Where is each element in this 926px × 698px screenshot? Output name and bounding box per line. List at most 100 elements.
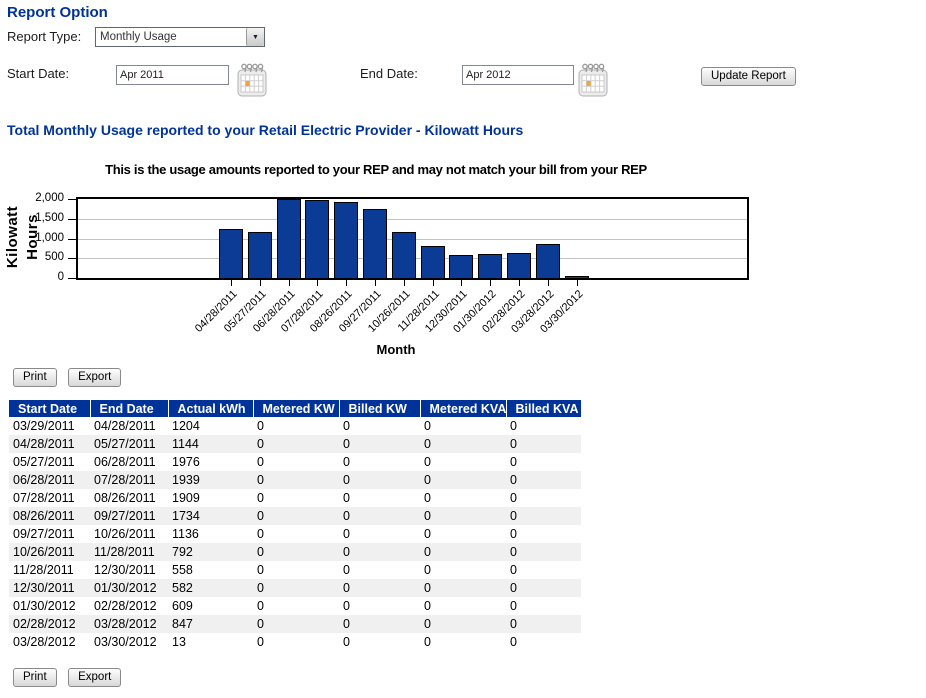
table-toolbar: Print Export (13, 667, 122, 687)
table-cell: 0 (424, 599, 431, 613)
table-cell: 0 (257, 563, 264, 577)
table-cell: 0 (424, 527, 431, 541)
table-cell: 0 (510, 455, 517, 469)
table-cell: 10/26/2011 (13, 545, 75, 559)
chart-toolbar: Print Export (13, 367, 122, 387)
table-cell: 0 (510, 599, 517, 613)
report-type-select[interactable]: Monthly Usage ▼ (95, 27, 265, 47)
y-tick (68, 258, 76, 259)
table-cell: 05/27/2011 (13, 455, 75, 469)
table-row: 10/26/2011 11/28/2011 792 0 0 0 0 (9, 543, 581, 561)
table-cell: 02/28/2012 (13, 617, 76, 631)
usage-table-body: 03/29/2011 04/28/2011 1204 0 0 0 0 04/28/2011 05… (9, 417, 581, 651)
table-cell: 13 (172, 635, 186, 649)
table-cell: 1976 (172, 455, 200, 469)
table-cell: 0 (510, 545, 517, 559)
bar (392, 232, 416, 278)
column-header: Billed KW (339, 400, 421, 417)
x-tick (260, 280, 261, 286)
table-cell: 03/28/2012 (13, 635, 76, 649)
y-tick (68, 239, 76, 240)
table-cell: 07/28/2011 (13, 491, 75, 505)
x-tick (375, 280, 376, 286)
table-cell: 0 (257, 437, 264, 451)
table-cell: 0 (424, 437, 431, 451)
column-header: Billed KVA (506, 400, 582, 417)
x-tick (577, 280, 578, 286)
print-button[interactable]: Print (13, 668, 57, 687)
table-cell: 0 (343, 491, 350, 505)
table-cell: 0 (424, 563, 431, 577)
column-header: Actual kWh (168, 400, 254, 417)
table-cell: 0 (510, 527, 517, 541)
y-tick (68, 199, 76, 200)
start-date-calendar-icon[interactable] (237, 62, 267, 103)
export-button[interactable]: Export (68, 668, 122, 687)
table-row: 08/26/2011 09/27/2011 1734 0 0 0 0 (9, 507, 581, 525)
table-cell: 0 (257, 419, 264, 433)
bar (363, 209, 387, 278)
table-cell: 0 (257, 455, 264, 469)
column-header: Metered KW (253, 400, 340, 417)
end-date-input[interactable] (462, 65, 574, 85)
table-cell: 0 (510, 563, 517, 577)
x-tick (548, 280, 549, 286)
bar (478, 254, 502, 278)
report-type-selected-value: Monthly Usage (100, 31, 177, 43)
x-tick (519, 280, 520, 286)
table-cell: 04/28/2011 (94, 419, 156, 433)
usage-table: Start Date End Date Actual kWh Metered KW Bi… (9, 400, 582, 651)
y-tick (68, 219, 76, 220)
bar (219, 229, 243, 278)
export-button[interactable]: Export (68, 368, 122, 387)
table-row: 02/28/2012 03/28/2012 847 0 0 0 0 (9, 615, 581, 633)
y-axis-tick-label: 0 (57, 271, 64, 283)
table-cell: 0 (343, 509, 350, 523)
start-date-input[interactable] (116, 65, 229, 85)
bar (536, 244, 560, 278)
y-axis-tick-label: 1,000 (35, 232, 64, 244)
table-cell: 0 (257, 545, 264, 559)
table-cell: 0 (257, 581, 264, 595)
table-row: 06/28/2011 07/28/2011 1939 0 0 0 0 (9, 471, 581, 489)
table-cell: 07/28/2011 (94, 473, 156, 487)
y-axis-tick-label: 500 (44, 251, 64, 263)
chart-title: This is the usage amounts reported to yo… (105, 162, 647, 177)
table-cell: 12/30/2011 (94, 563, 156, 577)
table-cell: 0 (257, 599, 264, 613)
table-cell: 0 (343, 473, 350, 487)
print-button[interactable]: Print (13, 368, 57, 387)
table-cell: 0 (424, 473, 431, 487)
x-axis-title: Month (376, 342, 416, 357)
section-heading: Total Monthly Usage reported to your Ret… (7, 122, 524, 138)
table-cell: 558 (172, 563, 193, 577)
column-header: End Date (90, 400, 169, 417)
table-cell: 0 (510, 581, 517, 595)
table-cell: 0 (510, 617, 517, 631)
chart: This is the usage amounts reported to yo… (0, 160, 926, 372)
end-date-label: End Date: (360, 66, 418, 81)
table-cell: 0 (343, 617, 350, 631)
table-cell: 0 (257, 635, 264, 649)
column-header: Metered KVA (420, 400, 507, 417)
chart-plot (76, 197, 749, 280)
chevron-down-icon[interactable]: ▼ (246, 28, 264, 46)
update-report-button[interactable]: Update Report (701, 67, 796, 86)
table-cell: 03/30/2012 (94, 635, 157, 649)
table-cell: 01/30/2012 (13, 599, 76, 613)
x-tick (346, 280, 347, 286)
table-cell: 0 (343, 563, 350, 577)
end-date-calendar-icon[interactable] (578, 62, 608, 103)
table-cell: 0 (510, 635, 517, 649)
table-cell: 0 (510, 473, 517, 487)
table-cell: 08/26/2011 (13, 509, 75, 523)
table-cell: 0 (343, 599, 350, 613)
table-cell: 0 (510, 509, 517, 523)
bar (248, 232, 272, 278)
table-row: 04/28/2011 05/27/2011 1144 0 0 0 0 (9, 435, 581, 453)
table-cell: 792 (172, 545, 193, 559)
table-cell: 09/27/2011 (13, 527, 75, 541)
table-cell: 0 (343, 437, 350, 451)
start-date-label: Start Date: (7, 66, 70, 81)
